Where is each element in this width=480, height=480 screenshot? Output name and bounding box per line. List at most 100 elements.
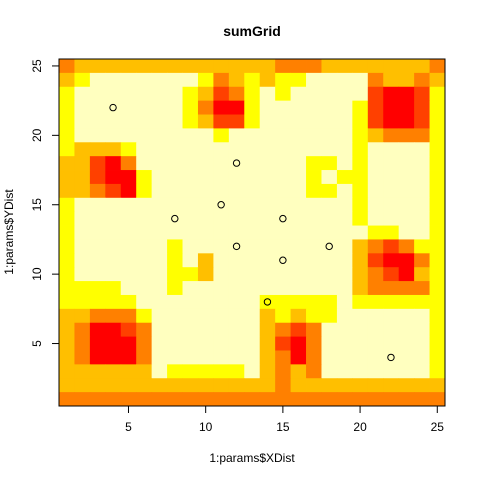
heatmap-cell bbox=[336, 392, 353, 407]
heatmap-cell bbox=[182, 350, 199, 365]
heatmap-cell bbox=[105, 86, 122, 102]
heatmap-cell bbox=[259, 197, 276, 213]
heatmap-cell bbox=[414, 72, 430, 88]
heatmap-cell bbox=[89, 239, 106, 254]
heatmap-cell bbox=[383, 128, 400, 143]
heatmap-cell bbox=[228, 142, 245, 157]
heatmap-cell bbox=[74, 350, 91, 365]
heatmap-cell bbox=[259, 239, 276, 254]
heatmap-cell bbox=[367, 364, 384, 379]
heatmap-cell bbox=[213, 253, 230, 268]
heatmap-cell bbox=[151, 294, 168, 310]
heatmap-cell bbox=[398, 336, 415, 351]
heatmap-cell bbox=[89, 86, 106, 102]
heatmap-cell bbox=[321, 294, 338, 310]
heatmap-cell bbox=[59, 378, 75, 393]
heatmap-cell bbox=[228, 336, 245, 351]
heatmap-cell bbox=[74, 128, 91, 143]
heatmap-cell bbox=[120, 211, 137, 226]
heatmap-cell bbox=[306, 114, 322, 129]
heatmap-cell bbox=[182, 156, 199, 171]
heatmap-cell bbox=[213, 322, 230, 337]
heatmap-cell bbox=[182, 364, 199, 379]
heatmap-cell bbox=[336, 267, 353, 282]
heatmap-cell bbox=[89, 197, 106, 213]
heatmap-cell bbox=[321, 308, 338, 324]
heatmap-cell bbox=[89, 59, 106, 74]
heatmap-cell bbox=[182, 72, 199, 88]
heatmap-cell bbox=[275, 239, 291, 254]
heatmap-cell bbox=[383, 142, 400, 157]
heatmap-cell bbox=[275, 59, 291, 74]
heatmap-cell bbox=[306, 86, 322, 102]
heatmap-cell bbox=[213, 281, 230, 296]
heatmap-cell bbox=[59, 308, 75, 324]
heatmap-cell bbox=[414, 281, 430, 296]
heatmap-cell bbox=[197, 100, 214, 115]
heatmap-cell bbox=[182, 308, 199, 324]
x-tick-label: 15 bbox=[276, 420, 290, 434]
heatmap-cell bbox=[429, 156, 446, 171]
heatmap-cell bbox=[136, 128, 153, 143]
heatmap-cell bbox=[182, 128, 199, 143]
heatmap-cell bbox=[228, 114, 245, 129]
heatmap-cell bbox=[105, 308, 122, 324]
heatmap-cell bbox=[275, 336, 291, 351]
heatmap-cell bbox=[136, 211, 153, 226]
heatmap-cell bbox=[244, 267, 261, 282]
heatmap-cell bbox=[244, 114, 261, 129]
heatmap-cell bbox=[197, 225, 214, 240]
heatmap-cell bbox=[197, 336, 214, 351]
heatmap-cell bbox=[290, 142, 307, 157]
heatmap-cell bbox=[74, 86, 91, 102]
heatmap-cell bbox=[59, 183, 75, 199]
heatmap-cell bbox=[383, 322, 400, 337]
heatmap-cell bbox=[197, 86, 214, 102]
heatmap-cell bbox=[398, 225, 415, 240]
heatmap-cell bbox=[89, 142, 106, 157]
heatmap-cell bbox=[89, 267, 106, 282]
heatmap-cell bbox=[321, 183, 338, 199]
heatmap-cell bbox=[321, 197, 338, 213]
heatmap-cell bbox=[151, 128, 168, 143]
heatmap-cell bbox=[182, 114, 199, 129]
heatmap-cell bbox=[306, 142, 322, 157]
heatmap-cell bbox=[213, 114, 230, 129]
heatmap-cell bbox=[182, 336, 199, 351]
heatmap-cell bbox=[213, 239, 230, 254]
y-tick-label: 15 bbox=[30, 198, 44, 212]
heatmap-cell bbox=[89, 364, 106, 379]
heatmap-cell bbox=[213, 100, 230, 115]
heatmap-cell bbox=[182, 294, 199, 310]
heatmap-cell bbox=[167, 308, 183, 324]
heatmap-cell bbox=[136, 364, 153, 379]
heatmap-cell bbox=[336, 170, 353, 185]
heatmap-cell bbox=[367, 100, 384, 115]
heatmap-cell bbox=[429, 322, 446, 337]
heatmap-cell bbox=[74, 197, 91, 213]
heatmap-cell bbox=[151, 350, 168, 365]
heatmap-cell bbox=[89, 350, 106, 365]
y-tick-label: 10 bbox=[30, 267, 44, 281]
heatmap-cell bbox=[321, 336, 338, 351]
heatmap-cell bbox=[244, 59, 261, 74]
heatmap-cell bbox=[228, 364, 245, 379]
heatmap-cell bbox=[398, 156, 415, 171]
heatmap-cell bbox=[383, 197, 400, 213]
heatmap-cell bbox=[182, 392, 199, 407]
heatmap-cell bbox=[259, 128, 276, 143]
heatmap-cell bbox=[120, 100, 137, 115]
heatmap-cell bbox=[398, 142, 415, 157]
heatmap-cell bbox=[321, 392, 338, 407]
heatmap-cell bbox=[136, 183, 153, 199]
heatmap-cell bbox=[213, 59, 230, 74]
heatmap-cell bbox=[228, 294, 245, 310]
heatmap-cell bbox=[414, 267, 430, 282]
heatmap-cell bbox=[59, 100, 75, 115]
heatmap-cell bbox=[182, 170, 199, 185]
x-axis: 5 10 15 20 25 bbox=[125, 405, 444, 434]
heatmap-cell bbox=[167, 142, 183, 157]
heatmap-cell bbox=[105, 281, 122, 296]
heatmap-cell bbox=[136, 294, 153, 310]
heatmap-cell bbox=[398, 239, 415, 254]
